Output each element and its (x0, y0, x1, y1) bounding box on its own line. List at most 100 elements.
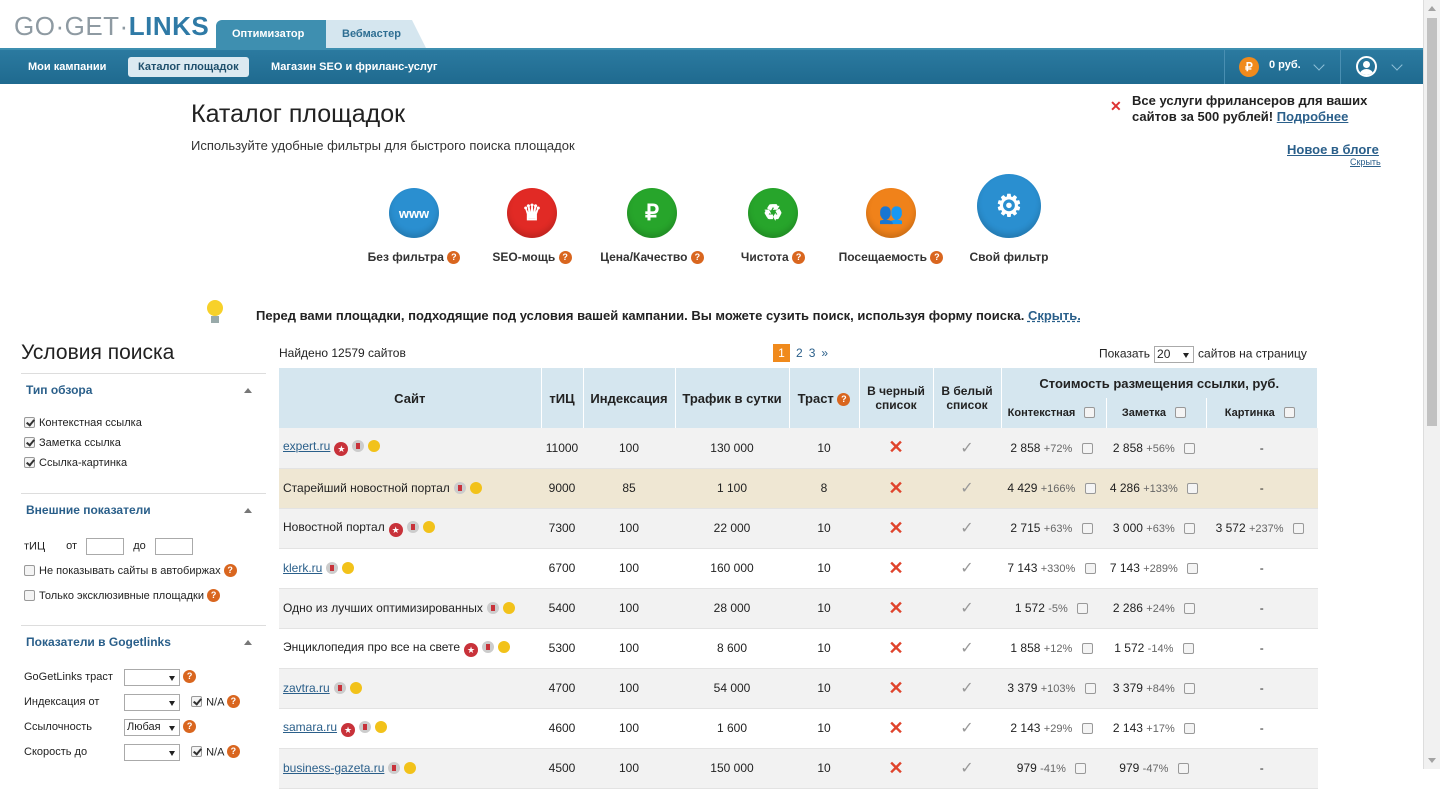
tab-optimizer[interactable]: Оптимизатор (216, 20, 340, 48)
context-checkbox[interactable] (1081, 442, 1093, 454)
whitelist-check-icon[interactable]: ✓ (960, 480, 974, 497)
blacklist-x-icon[interactable]: ✕ (888, 477, 904, 498)
help-icon[interactable]: ? (447, 251, 461, 264)
page-2[interactable]: 2 (796, 346, 803, 360)
site-link[interactable]: zavtra.ru (283, 681, 330, 695)
note-checkbox[interactable] (1184, 723, 1196, 734)
page-1[interactable]: 1 (773, 344, 790, 362)
site-link[interactable]: klerk.ru (283, 561, 323, 575)
per-page-select[interactable]: 20 (1154, 346, 1195, 363)
whitelist-check-icon[interactable]: ✓ (960, 600, 974, 617)
whitelist-check-icon[interactable]: ✓ (960, 720, 974, 737)
checkbox-image[interactable]: Ссылка-картинка (24, 457, 127, 469)
whitelist-check-icon[interactable]: ✓ (960, 640, 974, 657)
balance-menu[interactable]: ₽ 0 руб. (1224, 50, 1340, 84)
filter-price-quality[interactable]: ₽ Цена/Качество ? (592, 188, 712, 264)
help-icon[interactable]: ? (837, 392, 851, 406)
col-note[interactable]: Заметка (1106, 398, 1207, 428)
col-index[interactable]: Индексация (583, 368, 676, 428)
blacklist-x-icon[interactable]: ✕ (888, 637, 904, 658)
checkbox-no-autoexchange[interactable]: Не показывать сайты в автобиржах ? (24, 564, 237, 577)
checkbox[interactable] (24, 565, 35, 576)
help-icon[interactable]: ? (226, 745, 240, 759)
help-icon[interactable]: ? (792, 251, 806, 264)
note-checkbox[interactable] (1184, 442, 1196, 454)
tip-hide-link[interactable]: Скрыть. (1027, 308, 1081, 323)
page-3[interactable]: 3 (808, 346, 816, 360)
checkbox[interactable] (24, 437, 35, 448)
whitelist-check-icon[interactable]: ✓ (960, 680, 974, 697)
close-icon[interactable]: ✕ (1110, 98, 1122, 114)
section-header[interactable]: Внешние показатели (21, 494, 266, 526)
checkbox-note[interactable]: Заметка ссылка (24, 437, 121, 449)
col-tic[interactable]: тИЦ (541, 368, 584, 428)
context-checkbox[interactable] (1081, 723, 1093, 734)
help-icon[interactable]: ? (183, 720, 197, 734)
note-checkbox[interactable] (1184, 603, 1196, 614)
checkbox[interactable] (191, 696, 203, 708)
checkbox[interactable] (1084, 407, 1096, 418)
section-header[interactable]: Тип обзора (21, 374, 266, 406)
blacklist-x-icon[interactable]: ✕ (888, 597, 904, 618)
page-next[interactable]: » (821, 346, 829, 360)
blacklist-x-icon[interactable]: ✕ (888, 677, 904, 698)
filter-traffic[interactable]: 👥 Посещаемость ? (831, 188, 951, 264)
nav-my-campaigns[interactable]: Мои кампании (28, 61, 107, 73)
note-checkbox[interactable] (1184, 523, 1196, 534)
site-link[interactable]: samara.ru (283, 719, 338, 734)
context-checkbox[interactable] (1084, 563, 1096, 574)
collapse-icon[interactable] (244, 640, 252, 645)
tab-webmaster[interactable]: Вебмастер (326, 20, 426, 48)
checkbox[interactable] (1175, 407, 1187, 418)
checkbox[interactable] (191, 746, 203, 758)
filter-custom[interactable]: ⚙ Свой фильтр (949, 174, 1069, 264)
blacklist-x-icon[interactable]: ✕ (888, 517, 904, 538)
blacklist-x-icon[interactable]: ✕ (888, 717, 904, 738)
tic-to-input[interactable] (154, 538, 193, 555)
whitelist-check-icon[interactable]: ✓ (960, 560, 974, 577)
whitelist-check-icon[interactable]: ✓ (960, 520, 974, 537)
promo-link[interactable]: Подробнее (1276, 109, 1349, 124)
col-site[interactable]: Сайт (279, 368, 542, 428)
scroll-down-icon[interactable] (1428, 758, 1436, 763)
nav-shop[interactable]: Магазин SEO и фриланс-услуг (271, 61, 438, 73)
blacklist-x-icon[interactable]: ✕ (888, 437, 904, 458)
note-checkbox[interactable] (1182, 643, 1194, 654)
checkbox[interactable] (1283, 407, 1295, 418)
context-checkbox[interactable] (1077, 603, 1089, 614)
logo[interactable]: GO·GET·LINKS (14, 11, 210, 41)
help-icon[interactable]: ? (183, 670, 197, 684)
blog-hide-link[interactable]: Скрыть (1350, 157, 1381, 167)
linkness-select[interactable]: Любая (124, 719, 180, 736)
scrollbar[interactable] (1423, 0, 1440, 769)
filter-none[interactable]: www Без фильтра ? (354, 188, 474, 264)
site-link[interactable]: expert.ru (283, 439, 331, 454)
context-checkbox[interactable] (1084, 483, 1096, 494)
tic-from-input[interactable] (86, 538, 125, 555)
user-menu[interactable] (1340, 50, 1423, 84)
collapse-icon[interactable] (244, 508, 252, 513)
blacklist-x-icon[interactable]: ✕ (888, 557, 904, 578)
filter-clean[interactable]: ♻ Чистота ? (713, 188, 833, 264)
context-checkbox[interactable] (1081, 643, 1093, 654)
checkbox-context[interactable]: Контекстная ссылка (24, 417, 142, 429)
ggl-trust-select[interactable] (124, 669, 180, 686)
site-link[interactable]: business-gazeta.ru (283, 761, 385, 775)
section-header[interactable]: Показатели в Gogetlinks (21, 626, 266, 658)
help-icon[interactable]: ? (207, 589, 221, 602)
image-checkbox[interactable] (1292, 523, 1304, 534)
checkbox[interactable] (24, 457, 35, 468)
scroll-thumb[interactable] (1427, 18, 1437, 426)
help-icon[interactable]: ? (223, 564, 237, 577)
index-from-select[interactable] (124, 694, 180, 711)
note-checkbox[interactable] (1187, 563, 1199, 574)
speed-select[interactable] (124, 744, 180, 761)
collapse-icon[interactable] (244, 388, 252, 393)
checkbox[interactable] (24, 417, 35, 428)
help-icon[interactable]: ? (558, 251, 572, 264)
context-checkbox[interactable] (1081, 523, 1093, 534)
whitelist-check-icon[interactable]: ✓ (960, 439, 974, 457)
checkbox[interactable] (24, 590, 35, 601)
col-context[interactable]: Контекстная (1001, 398, 1107, 428)
col-traffic[interactable]: Трафик в сутки (675, 368, 790, 428)
